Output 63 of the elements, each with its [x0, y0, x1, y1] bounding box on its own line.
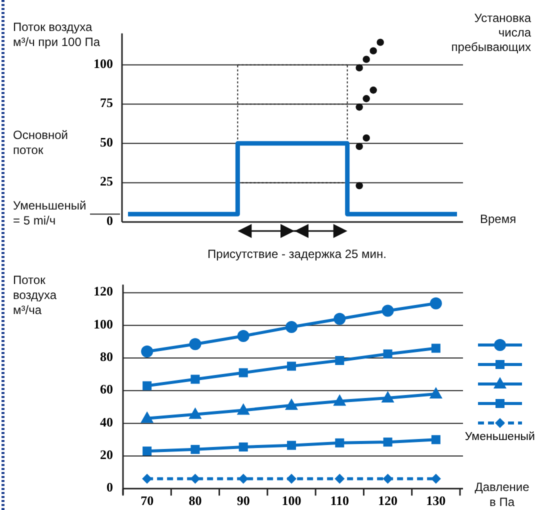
point	[141, 346, 154, 358]
point	[382, 304, 394, 317]
point	[285, 398, 298, 410]
x-tick-label: 110	[330, 493, 350, 508]
text: Присутствие - задержка 25 мин.	[208, 247, 386, 261]
y-tick-label: 40	[100, 414, 113, 430]
point	[286, 321, 298, 334]
y-tick-label: 20	[100, 446, 113, 462]
point	[429, 386, 442, 398]
y-tick-label: 50	[100, 134, 113, 150]
point	[190, 474, 200, 484]
point	[238, 474, 248, 484]
point	[431, 344, 440, 353]
point	[381, 391, 394, 403]
annotation: Установка числа пребывающих	[451, 11, 532, 54]
legend-label: Уменьшеный	[464, 431, 535, 443]
y-tick-label: 75	[100, 95, 114, 110]
point	[190, 444, 200, 454]
y-tick-label: 120	[94, 284, 113, 299]
point	[189, 338, 202, 350]
y-tick-label: 25	[100, 174, 114, 189]
y-tick-label: 100	[94, 56, 113, 71]
x-tick-label: 70	[140, 493, 154, 508]
point	[190, 374, 200, 384]
x-tick-label: 130	[426, 493, 446, 508]
point	[286, 474, 296, 484]
point	[333, 394, 346, 406]
point	[238, 368, 248, 378]
point	[287, 440, 296, 450]
point	[334, 312, 346, 325]
point	[382, 474, 393, 484]
x-tick-label: 100	[282, 493, 302, 508]
point	[287, 362, 296, 371]
y-tick-label: 0	[106, 480, 113, 495]
y-tick-label: 60	[100, 382, 113, 397]
y-tick-label: 80	[100, 349, 113, 364]
point	[335, 438, 344, 448]
x-axis-title: Время	[480, 212, 516, 226]
point	[383, 438, 392, 447]
point	[142, 446, 152, 456]
point	[335, 356, 344, 365]
point	[236, 403, 250, 415]
point	[142, 474, 152, 484]
point	[142, 381, 152, 390]
text: Уменьшеный = 5 mi/ч	[13, 198, 86, 228]
y-axis-title: Поток воздуха м³/ч при 100 Па	[13, 20, 100, 49]
y-axis-title: Поток воздуха м³/ча	[13, 273, 57, 317]
x-tick-label: 80	[188, 493, 202, 508]
point	[238, 442, 248, 452]
point	[334, 474, 345, 484]
point	[430, 474, 441, 484]
y-tick-label: 0	[106, 212, 113, 228]
point	[431, 435, 440, 444]
point	[237, 330, 250, 342]
y-tick-label: 100	[94, 316, 113, 332]
point	[430, 297, 442, 310]
x-tick-label: 90	[236, 493, 250, 508]
x-axis-title: Давление в Па	[474, 480, 530, 509]
text: Основной поток	[13, 128, 68, 158]
x-tick-label: 120	[378, 493, 398, 508]
point	[383, 349, 392, 358]
point	[188, 407, 202, 419]
point	[140, 411, 154, 423]
